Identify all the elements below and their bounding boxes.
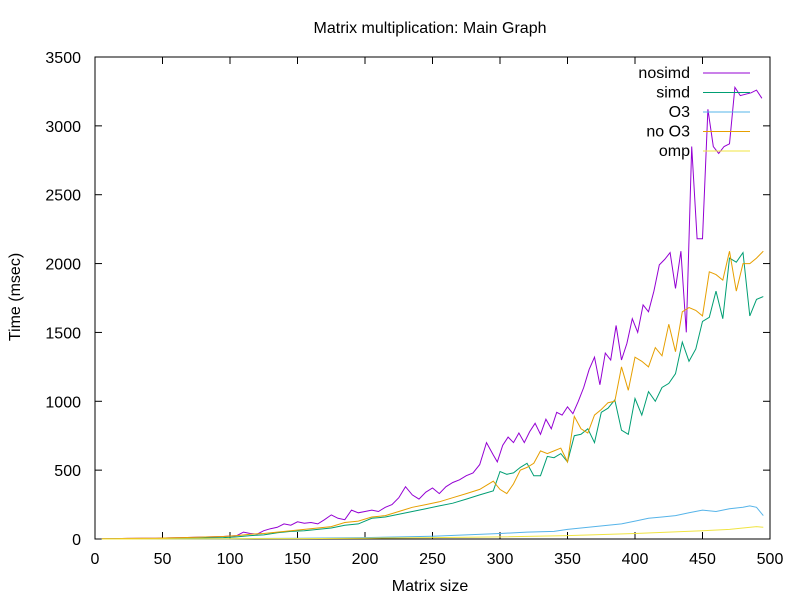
series-line-no-o3 [101,250,764,540]
x-tick-label: 300 [487,551,514,568]
x-axis-title: Matrix size [392,578,469,595]
x-tick-label: 100 [217,551,244,568]
x-tick-label: 350 [554,551,581,568]
x-tick-label: 200 [352,551,379,568]
y-tick-label: 2000 [45,257,81,274]
x-tick-label: 450 [689,551,716,568]
x-tick-label: 150 [284,551,311,568]
series-line-o3 [101,505,764,540]
chart-title: Matrix multiplication: Main Graph [314,20,547,37]
y-tick-label: 1000 [45,394,81,411]
x-tick-label: 250 [419,551,446,568]
plot-area: 0 50 100 150 200 250 300 350 400 450 500 0 500 1000 15… [45,50,783,568]
legend-label: nosimd [638,65,690,82]
y-tick-label: 0 [72,532,81,549]
x-tick-label: 0 [91,551,100,568]
y-tick-label: 3000 [45,119,81,136]
y-tick-label: 3500 [45,50,81,67]
y-axis-title: Time (msec) [7,253,24,341]
legend-label: O3 [669,104,690,121]
series-line-omp [101,526,764,540]
x-tick-label: 400 [622,551,649,568]
x-tick-label: 500 [757,551,784,568]
x-tick-label: 50 [154,551,172,568]
y-tick-label: 1500 [45,325,81,342]
series-line-simd [101,251,764,540]
y-tick-label: 2500 [45,188,81,205]
y-tick-label: 500 [54,463,81,480]
legend-label: omp [659,143,690,160]
series-line-nosimd [101,85,763,540]
legend-label: simd [656,85,690,102]
legend-label: no O3 [646,124,690,141]
